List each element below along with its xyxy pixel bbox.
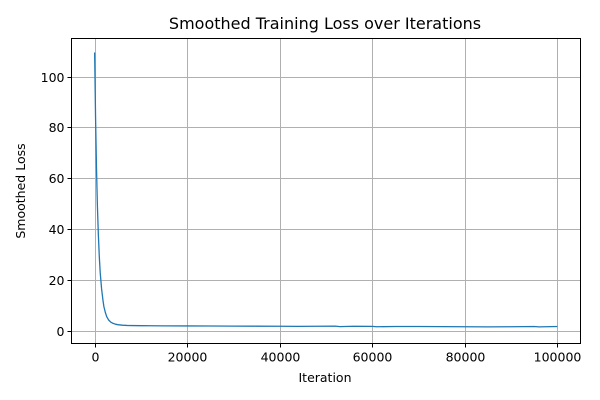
x-tick-label: 20000 [168,350,208,365]
plot-frame [71,38,581,344]
chart-title: Smoothed Training Loss over Iterations [169,14,481,33]
y-tick-label: 40 [49,222,65,237]
x-tick-label: 80000 [446,350,486,365]
y-tick-label: 100 [41,70,65,85]
loss-series-line [93,52,558,328]
ticks: 0 20000 40000 60000 80000 100000 0 20 40 60 80 100 [41,70,582,365]
series-layer [93,52,558,328]
y-tick-label: 20 [49,273,65,288]
grid [71,38,581,344]
x-axis-label: Iteration [298,370,351,385]
y-tick-label: 0 [57,324,65,339]
y-tick-label: 60 [49,171,65,186]
x-tick-label: 40000 [261,350,301,365]
y-axis-label: Smoothed Loss [13,143,28,238]
x-tick-label: 0 [92,350,100,365]
x-tick-label: 100000 [534,350,582,365]
x-tick-label: 60000 [353,350,393,365]
y-tick-label: 80 [49,120,65,135]
